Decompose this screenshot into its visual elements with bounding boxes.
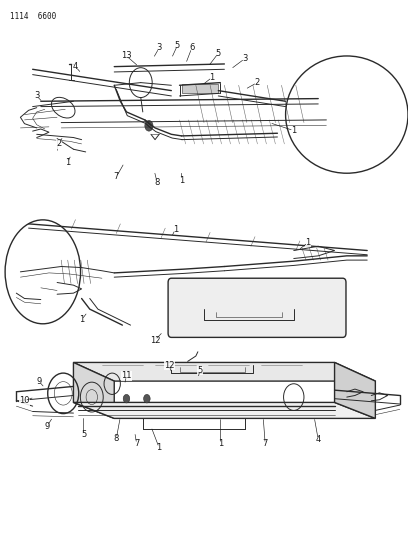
Circle shape — [123, 394, 130, 403]
Text: 1: 1 — [306, 238, 310, 247]
Circle shape — [144, 394, 150, 403]
Text: 4: 4 — [316, 435, 321, 444]
Text: 1: 1 — [179, 176, 184, 184]
Text: 6: 6 — [189, 44, 195, 52]
Text: 9: 9 — [36, 377, 41, 385]
Text: 4: 4 — [73, 62, 78, 71]
Text: 13: 13 — [121, 52, 132, 60]
Text: 1: 1 — [218, 440, 223, 448]
Text: 7: 7 — [134, 440, 140, 448]
Text: 7: 7 — [262, 440, 268, 448]
Text: 3: 3 — [156, 44, 162, 52]
Polygon shape — [73, 402, 375, 418]
Text: 2: 2 — [255, 78, 259, 87]
Text: 5: 5 — [81, 430, 86, 439]
Text: 3: 3 — [34, 92, 40, 100]
Text: 2: 2 — [57, 140, 62, 148]
Text: 5: 5 — [197, 366, 202, 375]
Text: 8: 8 — [113, 434, 119, 443]
FancyBboxPatch shape — [168, 278, 346, 337]
Text: 9: 9 — [44, 422, 49, 431]
Text: 12: 12 — [164, 361, 175, 369]
Text: 3: 3 — [242, 54, 248, 63]
Text: 1: 1 — [65, 158, 70, 167]
Text: 5: 5 — [175, 41, 180, 50]
Text: 5: 5 — [216, 49, 221, 58]
Polygon shape — [73, 362, 375, 381]
Text: 1114  6600: 1114 6600 — [10, 12, 56, 21]
Text: 1: 1 — [173, 225, 178, 233]
Text: 1: 1 — [79, 316, 84, 324]
Text: 10: 10 — [19, 397, 30, 405]
Text: 8: 8 — [154, 178, 160, 187]
Text: 1: 1 — [291, 126, 296, 135]
Text: 11: 11 — [121, 372, 132, 380]
FancyBboxPatch shape — [182, 84, 218, 93]
Circle shape — [145, 120, 153, 131]
Text: 12: 12 — [150, 336, 160, 344]
Polygon shape — [73, 362, 114, 418]
Polygon shape — [335, 362, 375, 418]
Text: 1: 1 — [210, 73, 215, 82]
Text: 1: 1 — [157, 443, 162, 452]
Text: 7: 7 — [113, 173, 119, 181]
